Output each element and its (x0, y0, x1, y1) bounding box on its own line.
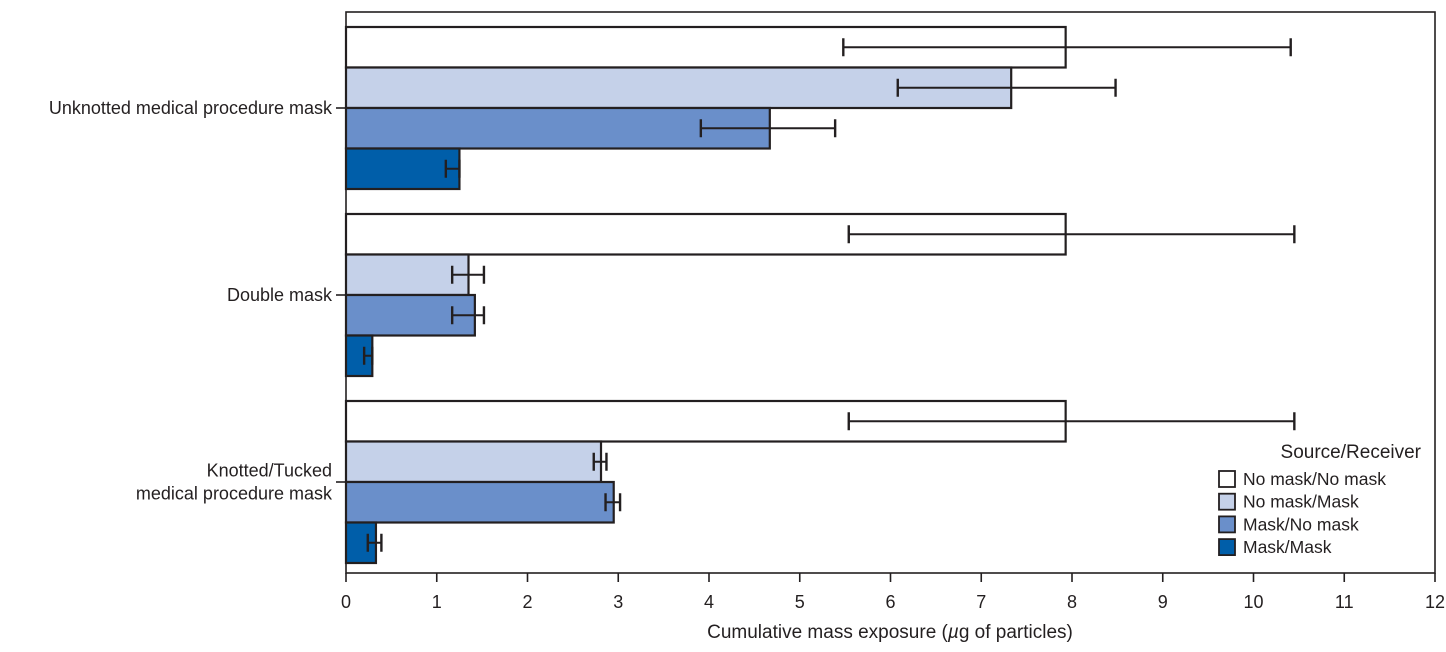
bar-2-series-2 (344, 253, 470, 297)
legend-swatch-2 (1218, 492, 1236, 511)
category-label-3-line-1: Knotted/Tucked (207, 461, 332, 481)
legend-label-1: No mask/No mask (1243, 469, 1386, 489)
category-label-1: Unknotted medical procedure mask (49, 98, 333, 118)
legend-swatch-4 (1218, 538, 1236, 556)
x-tick-label-5: 5 (795, 592, 805, 612)
category-label-2: Double mask (227, 285, 333, 305)
x-tick-label-6: 6 (885, 592, 895, 612)
legend-label-4: Mask/Mask (1243, 537, 1332, 557)
x-tick-label-4: 4 (704, 592, 714, 612)
bar-1-series-3 (344, 106, 771, 150)
x-tick-label-7: 7 (976, 592, 986, 612)
x-tick-label-1: 1 (432, 592, 442, 612)
x-tick-label-2: 2 (522, 592, 532, 612)
x-tick-label-0: 0 (341, 592, 351, 612)
legend-title: Source/Receiver (1281, 442, 1422, 463)
bar-3-series-3 (344, 480, 615, 524)
x-tick-label-12: 12 (1425, 592, 1445, 612)
x-tick-label-9: 9 (1158, 592, 1168, 612)
x-tick-label-10: 10 (1243, 592, 1263, 612)
x-tick-label-11: 11 (1335, 592, 1354, 612)
legend-swatch-1 (1218, 470, 1236, 488)
bar-1-series-4 (344, 147, 461, 191)
legend-label-2: No mask/Mask (1243, 492, 1359, 512)
x-tick-label-3: 3 (613, 592, 623, 612)
legend-swatch-3 (1218, 515, 1236, 534)
legend-label-3: Mask/No mask (1243, 514, 1359, 534)
category-label-3-line-2: medical procedure mask (136, 484, 333, 504)
x-axis-title: Cumulative mass exposure (µg of particle… (707, 622, 1073, 643)
bar-3-series-2 (344, 440, 603, 484)
x-tick-label-8: 8 (1067, 592, 1077, 612)
